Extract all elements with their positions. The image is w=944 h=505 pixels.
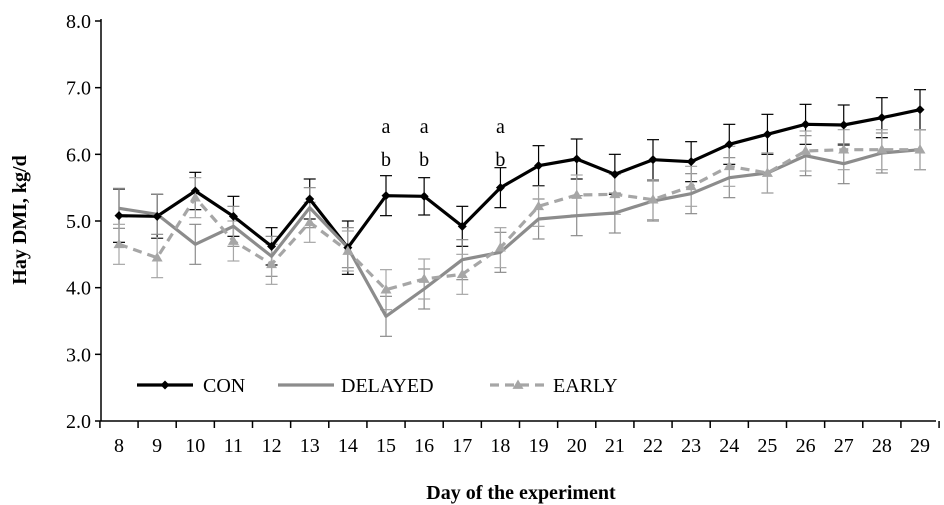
series-lines-layer — [118, 108, 921, 318]
con-point — [839, 120, 849, 130]
significance-letter-a: a — [420, 116, 429, 138]
x-tick-label: 13 — [300, 435, 320, 457]
x-tick-label: 22 — [643, 435, 663, 457]
early-point — [456, 268, 468, 279]
x-tick-label: 29 — [910, 435, 930, 457]
x-tick-label: 26 — [796, 435, 816, 457]
early-point — [266, 258, 278, 269]
early-point — [380, 284, 392, 294]
significance-letter-a: a — [496, 116, 505, 138]
con-point — [228, 211, 238, 221]
x-tick-label: 14 — [338, 435, 358, 457]
early-point — [113, 238, 125, 249]
con-point — [114, 211, 124, 221]
legend-marker-con — [160, 380, 170, 390]
x-tick-label: 23 — [681, 435, 701, 457]
x-tick-label: 11 — [224, 435, 243, 457]
legend-label-con: CON — [203, 375, 245, 397]
x-tick-label: 27 — [834, 435, 854, 457]
x-tick-label: 28 — [872, 435, 892, 457]
con-point — [419, 191, 429, 201]
con-point — [152, 211, 162, 221]
delayed-series-line — [118, 148, 921, 318]
con-point — [572, 154, 582, 164]
early-point — [914, 144, 926, 154]
legend: CON DELAYED EARLY — [137, 375, 618, 397]
significance-letter-b: b — [381, 149, 391, 171]
series-markers-layer — [113, 105, 926, 294]
early-point — [342, 245, 354, 255]
legend-label-delayed: DELAYED — [341, 375, 434, 397]
con-point — [457, 221, 467, 231]
con-point — [915, 105, 925, 115]
x-tick-label: 9 — [152, 435, 162, 457]
y-tick-label: 6.0 — [66, 144, 91, 166]
x-tick-label: 20 — [567, 435, 587, 457]
axes-layer: 2.0 3.0 4.0 5.0 6.0 7.0 8.0 8 9 10 11 12 13 14 15 16 17 1… — [66, 11, 940, 457]
early-point — [761, 167, 773, 177]
con-point — [801, 119, 811, 129]
y-tick-label: 3.0 — [66, 344, 91, 366]
early-point — [189, 192, 201, 202]
x-tick-label: 17 — [452, 435, 472, 457]
con-point — [724, 139, 734, 149]
early-series-line — [118, 148, 920, 292]
x-tick-label: 19 — [529, 435, 549, 457]
x-tick-label: 24 — [719, 435, 739, 457]
x-tick-label: 25 — [757, 435, 777, 457]
con-point — [381, 191, 391, 201]
con-point — [534, 161, 544, 171]
early-point — [685, 180, 697, 191]
con-point — [305, 194, 315, 204]
con-point — [648, 155, 658, 165]
x-tick-label: 18 — [490, 435, 510, 457]
x-tick-label: 21 — [605, 435, 625, 457]
early-point — [494, 242, 506, 252]
y-tick-label: 2.0 — [66, 411, 91, 433]
early-point — [151, 252, 163, 262]
early-point — [723, 160, 735, 171]
con-point — [267, 241, 277, 251]
x-tick-label: 10 — [185, 435, 205, 457]
significance-letter-a: a — [382, 116, 391, 138]
early-point — [533, 200, 545, 211]
early-point — [304, 216, 316, 227]
early-point — [800, 145, 812, 155]
early-point — [876, 144, 888, 154]
early-point — [609, 188, 621, 199]
early-point — [838, 144, 850, 154]
legend-label-early: EARLY — [553, 375, 618, 397]
y-tick-label: 5.0 — [66, 211, 91, 233]
con-point — [610, 169, 620, 179]
con-point — [495, 183, 505, 193]
x-tick-label: 15 — [376, 435, 396, 457]
significance-letter-b: b — [419, 149, 429, 171]
significance-letter-b: b — [495, 149, 505, 171]
early-point — [647, 194, 659, 204]
con-point — [762, 129, 772, 139]
con-point — [877, 113, 887, 123]
con-series-line — [118, 108, 921, 250]
con-point — [190, 186, 200, 196]
y-axis-title: Hay DMI, kg/d — [9, 155, 31, 284]
legend-marker-early — [512, 379, 524, 389]
x-axis-title: Day of the experiment — [426, 482, 616, 504]
y-tick-label: 7.0 — [66, 78, 91, 100]
x-tick-label: 8 — [114, 435, 124, 457]
early-point — [418, 273, 430, 283]
early-point — [227, 235, 239, 245]
x-tick-label: 16 — [414, 435, 434, 457]
y-tick-label: 8.0 — [66, 11, 91, 33]
con-point — [686, 157, 696, 167]
y-tick-label: 4.0 — [66, 278, 91, 300]
early-point — [571, 189, 583, 199]
x-tick-label: 12 — [262, 435, 282, 457]
